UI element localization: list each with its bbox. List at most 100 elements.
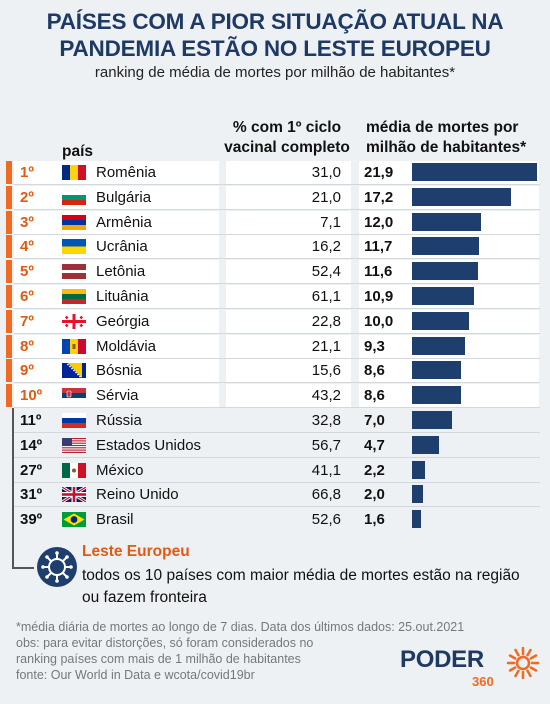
deaths-value: 10,9 (364, 288, 394, 305)
table-row: 4º Ucrânia 16,2 11,7 (0, 234, 550, 260)
armenia-flag (62, 214, 86, 230)
bracket-tick (12, 567, 34, 569)
georgia-flag (62, 313, 86, 329)
row-band-middle (226, 185, 351, 209)
country-name: Bulgária (96, 188, 152, 206)
logo-poder-text: PODER (400, 646, 484, 673)
row-divider (14, 184, 540, 185)
row-divider (14, 357, 540, 359)
row-divider (14, 308, 540, 309)
title-line-2: PANDEMIA ESTÃO NO LESTE EUROPEU (59, 36, 491, 61)
rank-label: 6º (20, 288, 34, 305)
country-name: Geórgia (96, 312, 150, 330)
mexico-flag (62, 462, 86, 478)
row-band-middle (226, 260, 351, 284)
bosnia-flag (62, 363, 86, 379)
deaths-bar (412, 435, 439, 454)
vaccinated-value: 43,2 (311, 387, 341, 405)
annotation-title: Leste Europeu (82, 543, 190, 560)
country-name: Letônia (96, 263, 146, 281)
row-divider (14, 208, 540, 210)
chart-subtitle: ranking de média de mortes por milhão de… (94, 64, 456, 81)
row-band-middle (226, 235, 351, 259)
ukraine-flag (62, 239, 86, 255)
country-name: Reino Unido (96, 486, 179, 504)
eastern-europe-marker (6, 309, 12, 333)
deaths-bar (412, 411, 453, 429)
row-divider (14, 258, 540, 260)
deaths-bar (412, 510, 422, 529)
deaths-value: 8,6 (364, 362, 385, 380)
column-header-vaccinated-line-1: % com 1º ciclo (232, 119, 342, 136)
vaccinated-value: 56,7 (311, 436, 341, 454)
table-row: 7º Geórgia 22,8 10,0 (0, 309, 550, 334)
deaths-value: 10,0 (364, 312, 394, 330)
rank-label: 2º (20, 188, 34, 206)
rank-label: 31º (20, 486, 43, 504)
row-band-middle (226, 309, 351, 333)
deaths-bar (412, 311, 470, 330)
vaccinated-value: 41,1 (311, 461, 341, 479)
table-row: 31º Reino Unido 66,8 2,0 (0, 482, 550, 508)
vaccinated-value: 32,8 (311, 412, 341, 429)
deaths-value: 2,0 (364, 486, 385, 504)
eastern-europe-marker (6, 235, 12, 259)
rank-label: 7º (20, 312, 34, 330)
row-divider (14, 432, 540, 433)
rank-label: 39º (20, 511, 43, 529)
rank-label: 3º (20, 213, 34, 231)
rank-label: 5º (20, 263, 34, 281)
rank-label: 8º (20, 337, 34, 355)
table-row: 14º Estados Unidos 56,7 4,7 (0, 433, 550, 458)
column-header-deaths-line-2: milhão de habitantes* (366, 139, 527, 156)
row-band-middle (226, 161, 351, 184)
vaccinated-value: 22,8 (311, 312, 341, 330)
vaccinated-value: 15,6 (311, 362, 341, 380)
country-name: Sérvia (96, 387, 139, 405)
deaths-bar (412, 460, 425, 479)
country-name: México (96, 461, 144, 479)
footnote-source: fonte: Our World in Data e wcota/covid19… (16, 668, 255, 682)
deaths-value: 9,3 (364, 337, 385, 355)
country-name: Romênia (96, 164, 157, 181)
rank-label: 1º (20, 164, 34, 181)
country-name: Bósnia (96, 362, 142, 380)
column-header-country: país (62, 143, 94, 160)
rank-label: 14º (20, 436, 43, 454)
country-name: Ucrânia (96, 238, 148, 256)
row-divider (14, 481, 540, 483)
table-row: 11º Rússia 32,8 7,0 (0, 408, 550, 433)
deaths-bar (412, 386, 462, 405)
eastern-europe-marker (6, 185, 12, 209)
eastern-europe-marker (6, 359, 12, 383)
country-name: Estados Unidos (96, 436, 202, 454)
latvia-flag (62, 264, 86, 280)
eastern-europe-marker (6, 285, 12, 308)
deaths-bar (412, 262, 479, 281)
deaths-bar (412, 336, 466, 355)
row-band-middle (226, 210, 351, 234)
eastern-europe-marker (6, 161, 12, 184)
row-divider (14, 407, 540, 409)
vaccinated-value: 21,0 (311, 188, 341, 206)
chart-title: PAÍSES COM A PIOR SITUAÇÃO ATUAL NA PAND… (0, 8, 550, 62)
bracket-line (12, 408, 14, 568)
poder360-logo: PODER 360 (400, 646, 540, 689)
table-row: 5º Letônia 52,4 11,6 (0, 259, 550, 285)
vaccinated-value: 16,2 (311, 238, 341, 256)
eastern-europe-marker (6, 210, 12, 234)
table-row: 39º Brasil 52,6 1,6 (0, 507, 550, 532)
brazil-flag (62, 512, 86, 528)
column-header-deaths-line-1: média de mortes por (366, 119, 519, 136)
title-line-1: PAÍSES COM A PIOR SITUAÇÃO ATUAL NA (46, 9, 504, 34)
virus-icon (37, 547, 77, 587)
row-divider (14, 283, 540, 285)
romania-flag (62, 165, 86, 180)
row-band-middle (226, 384, 351, 408)
vaccinated-value: 21,1 (311, 337, 341, 355)
column-header-deaths: média de mortes por milhão de habitantes… (366, 118, 548, 158)
vaccinated-value: 61,1 (311, 288, 341, 305)
deaths-bar (412, 361, 462, 380)
column-header-vaccinated: % com 1º ciclo vacinal completo (214, 118, 360, 158)
row-divider (14, 332, 540, 334)
